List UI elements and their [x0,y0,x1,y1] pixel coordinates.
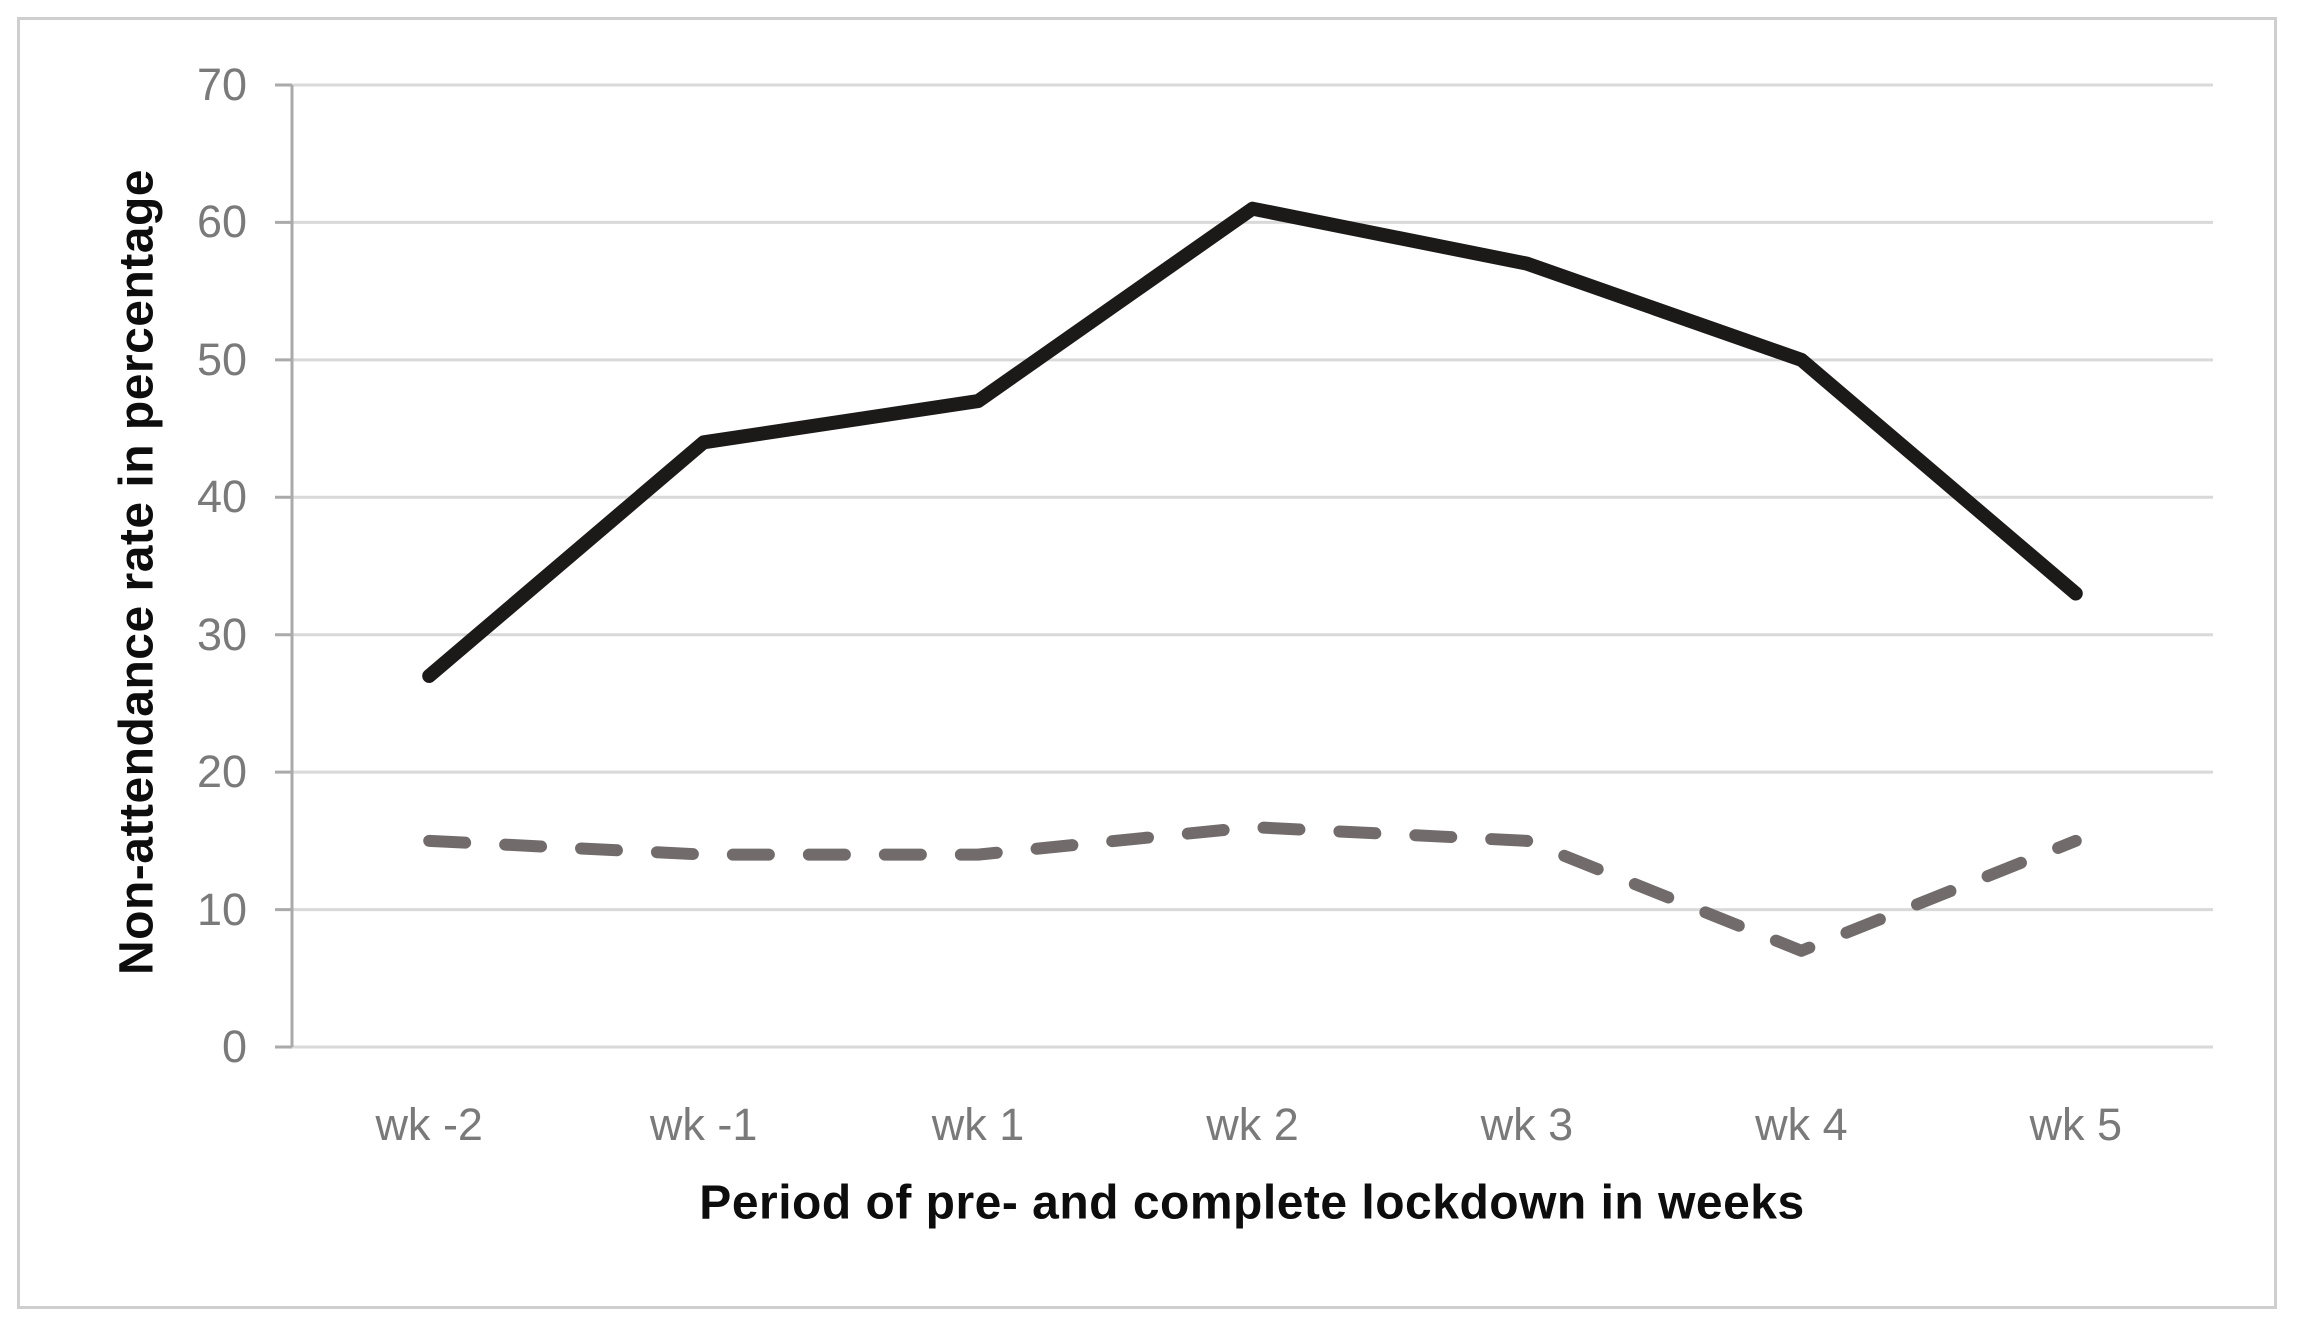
y-tick-label-40: 40 [196,471,247,523]
x-category-label-6: wk 4 [1755,1099,1848,1150]
x-axis-title: Period of pre- and complete lockdown in … [699,1176,1805,1230]
x-category-label-2: wk -1 [649,1099,758,1150]
figure-border [17,17,2277,1309]
y-tick-label-70: 70 [196,59,247,110]
dashed-series-line [423,821,2082,957]
x-category-label-3: wk 1 [931,1099,1025,1150]
y-axis-title: Non-attendance rate in percentage [110,168,164,976]
y-tick-label-0: 0 [221,1021,247,1072]
y-tick-label-20: 20 [196,746,247,798]
y-tick-label-30: 30 [196,608,247,660]
y-tick-label-50: 50 [196,333,247,385]
y-tick-label-60: 60 [196,196,247,248]
x-category-label-5: wk 3 [1480,1099,1574,1150]
x-category-label-4: wk 2 [1206,1099,1299,1150]
x-category-label-1: wk -2 [375,1099,483,1150]
solid-series-line [422,201,2083,683]
y-tick-label-10: 10 [196,883,247,935]
x-category-label-7: wk 5 [2029,1099,2123,1150]
